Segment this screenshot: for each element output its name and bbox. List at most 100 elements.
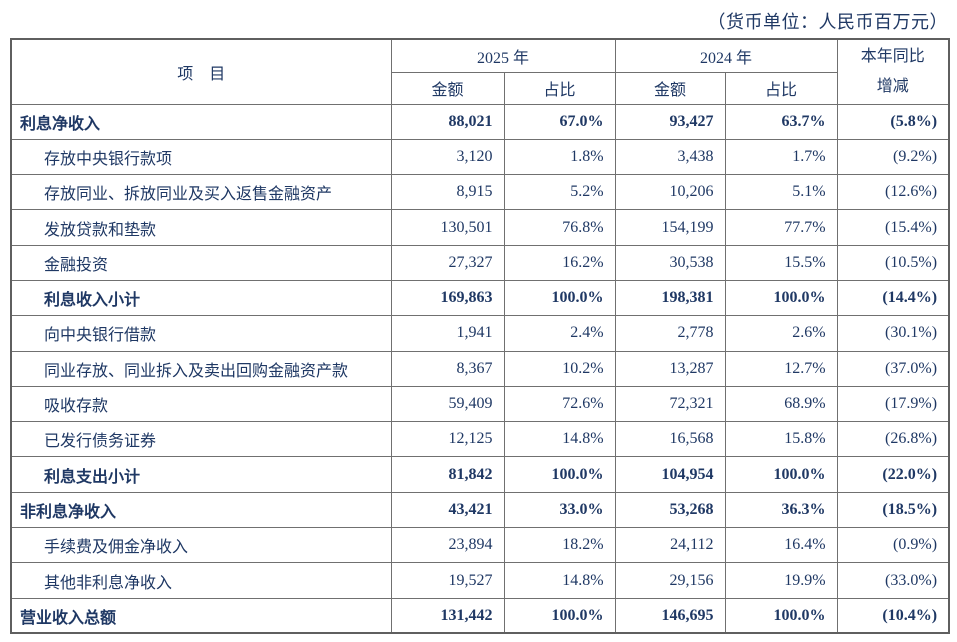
- row-label: 营业收入总额: [10, 597, 392, 634]
- yoy-cell: (5.8%): [836, 103, 950, 140]
- amount-2025-cell: 43,421: [390, 491, 505, 529]
- share-2024-cell: 36.3%: [724, 491, 838, 529]
- amount-2024-cell: 29,156: [614, 562, 726, 599]
- share-2025-cell: 16.2%: [503, 244, 616, 281]
- yoy-cell: (33.0%): [836, 562, 950, 599]
- row-label: 存放同业、拆放同业及买入返售金融资产: [10, 174, 392, 211]
- table-row: 同业存放、同业拆入及卖出回购金融资产款 8,367 10.2% 13,287 1…: [10, 350, 950, 387]
- share-2024-cell: 19.9%: [724, 562, 838, 599]
- amount-2025-cell: 81,842: [390, 456, 505, 493]
- amount-2025-cell: 8,915: [390, 174, 505, 211]
- share-2025-cell: 10.2%: [503, 350, 616, 387]
- yoy-cell: (10.4%): [836, 597, 950, 634]
- row-label: 金融投资: [10, 244, 392, 281]
- share-2024-cell: 16.4%: [724, 527, 838, 564]
- amount-2024-cell: 198,381: [614, 279, 726, 317]
- row-label: 利息收入小计: [10, 279, 392, 317]
- amount-2024-cell: 24,112: [614, 527, 726, 564]
- amount-2024-cell: 10,206: [614, 174, 726, 211]
- amount-2025-cell: 131,442: [390, 597, 505, 634]
- share-2025-cell: 76.8%: [503, 209, 616, 246]
- amount-2024-cell: 104,954: [614, 456, 726, 493]
- row-label: 手续费及佣金净收入: [10, 527, 392, 564]
- share-2024-cell: 1.7%: [724, 138, 838, 176]
- table-row: 存放同业、拆放同业及买入返售金融资产 8,915 5.2% 10,206 5.1…: [10, 174, 950, 211]
- share-2025-header: 占比: [503, 71, 616, 105]
- share-2024-cell: 77.7%: [724, 209, 838, 246]
- row-label: 非利息净收入: [10, 491, 392, 529]
- table-row: 营业收入总额 131,442 100.0% 146,695 100.0% (10…: [10, 597, 950, 634]
- year-2024-header: 2024 年: [614, 38, 838, 73]
- yoy-header-line2: 增减: [876, 77, 909, 95]
- share-2024-cell: 63.7%: [724, 103, 838, 140]
- table-row: 手续费及佣金净收入 23,894 18.2% 24,112 16.4% (0.9…: [10, 527, 950, 564]
- row-label: 已发行债务证券: [10, 421, 392, 458]
- amount-2024-cell: 16,568: [614, 421, 726, 458]
- yoy-cell: (30.1%): [836, 315, 950, 352]
- yoy-cell: (22.0%): [836, 456, 950, 493]
- share-2024-cell: 100.0%: [724, 597, 838, 634]
- share-2024-cell: 100.0%: [724, 456, 838, 493]
- share-2025-cell: 72.6%: [503, 385, 616, 423]
- share-2024-cell: 5.1%: [724, 174, 838, 211]
- yoy-cell: (10.5%): [836, 244, 950, 281]
- amount-2025-cell: 3,120: [390, 138, 505, 176]
- yoy-header-line1: 本年同比: [860, 47, 925, 65]
- amount-2025-cell: 19,527: [390, 562, 505, 599]
- currency-unit-note: （货币单位：人民币百万元）: [707, 12, 948, 32]
- yoy-cell: (37.0%): [836, 350, 950, 387]
- amount-2024-cell: 3,438: [614, 138, 726, 176]
- table-row: 利息收入小计 169,863 100.0% 198,381 100.0% (14…: [10, 279, 950, 317]
- amount-2024-cell: 2,778: [614, 315, 726, 352]
- yoy-column-header: 本年同比 增减: [836, 38, 950, 105]
- share-2025-cell: 14.8%: [503, 421, 616, 458]
- table-row: 存放中央银行款项 3,120 1.8% 3,438 1.7% (9.2%): [10, 138, 950, 176]
- amount-2025-cell: 130,501: [390, 209, 505, 246]
- table-row: 已发行债务证券 12,125 14.8% 16,568 15.8% (26.8%…: [10, 421, 950, 458]
- amount-2025-cell: 169,863: [390, 279, 505, 317]
- amount-2025-cell: 59,409: [390, 385, 505, 423]
- income-breakdown-table: 项 目 2025 年 2024 年 本年同比 增减 金额 占比 金额 占比 利息…: [10, 38, 951, 635]
- yoy-cell: (18.5%): [836, 491, 950, 529]
- amount-2024-cell: 13,287: [614, 350, 726, 387]
- table-row: 非利息净收入 43,421 33.0% 53,268 36.3% (18.5%): [10, 491, 950, 529]
- share-2025-cell: 100.0%: [503, 279, 616, 317]
- item-column-header: 项 目: [10, 38, 392, 105]
- table-row: 其他非利息净收入 19,527 14.8% 29,156 19.9% (33.0…: [10, 562, 950, 599]
- share-2025-cell: 5.2%: [503, 174, 616, 211]
- row-label: 吸收存款: [10, 385, 392, 423]
- amount-2025-cell: 88,021: [390, 103, 505, 140]
- share-2025-cell: 1.8%: [503, 138, 616, 176]
- share-2025-cell: 18.2%: [503, 527, 616, 564]
- share-2025-cell: 67.0%: [503, 103, 616, 140]
- table-row: 利息净收入 88,021 67.0% 93,427 63.7% (5.8%): [10, 103, 950, 140]
- share-2024-cell: 15.5%: [724, 244, 838, 281]
- share-2024-cell: 12.7%: [724, 350, 838, 387]
- table-row: 金融投资 27,327 16.2% 30,538 15.5% (10.5%): [10, 244, 950, 281]
- table-row: 发放贷款和垫款 130,501 76.8% 154,199 77.7% (15.…: [10, 209, 950, 246]
- amount-2024-cell: 93,427: [614, 103, 726, 140]
- share-2025-cell: 100.0%: [503, 456, 616, 493]
- table-row: 利息支出小计 81,842 100.0% 104,954 100.0% (22.…: [10, 456, 950, 493]
- header-metric-row: 金额 占比 金额 占比: [11, 71, 949, 105]
- row-label: 其他非利息净收入: [10, 562, 392, 599]
- yoy-cell: (15.4%): [836, 209, 950, 246]
- share-2024-cell: 100.0%: [724, 279, 838, 317]
- share-2025-cell: 14.8%: [503, 562, 616, 599]
- share-2024-cell: 15.8%: [724, 421, 838, 458]
- yoy-cell: (9.2%): [836, 138, 950, 176]
- amount-2024-cell: 72,321: [614, 385, 726, 423]
- table-row: 吸收存款 59,409 72.6% 72,321 68.9% (17.9%): [10, 385, 950, 423]
- share-2025-cell: 33.0%: [503, 491, 616, 529]
- header-year-row: 项 目 2025 年 2024 年 本年同比 增减: [10, 38, 950, 105]
- amount-2024-cell: 53,268: [614, 491, 726, 529]
- amount-2024-cell: 146,695: [614, 597, 726, 634]
- yoy-cell: (0.9%): [836, 527, 950, 564]
- share-2025-cell: 2.4%: [503, 315, 616, 352]
- row-label: 利息净收入: [10, 103, 392, 140]
- row-label: 存放中央银行款项: [10, 138, 392, 176]
- amount-2024-header: 金额: [614, 71, 726, 105]
- yoy-cell: (14.4%): [836, 279, 950, 317]
- amount-2025-header: 金额: [390, 71, 505, 105]
- amount-2024-cell: 30,538: [614, 244, 726, 281]
